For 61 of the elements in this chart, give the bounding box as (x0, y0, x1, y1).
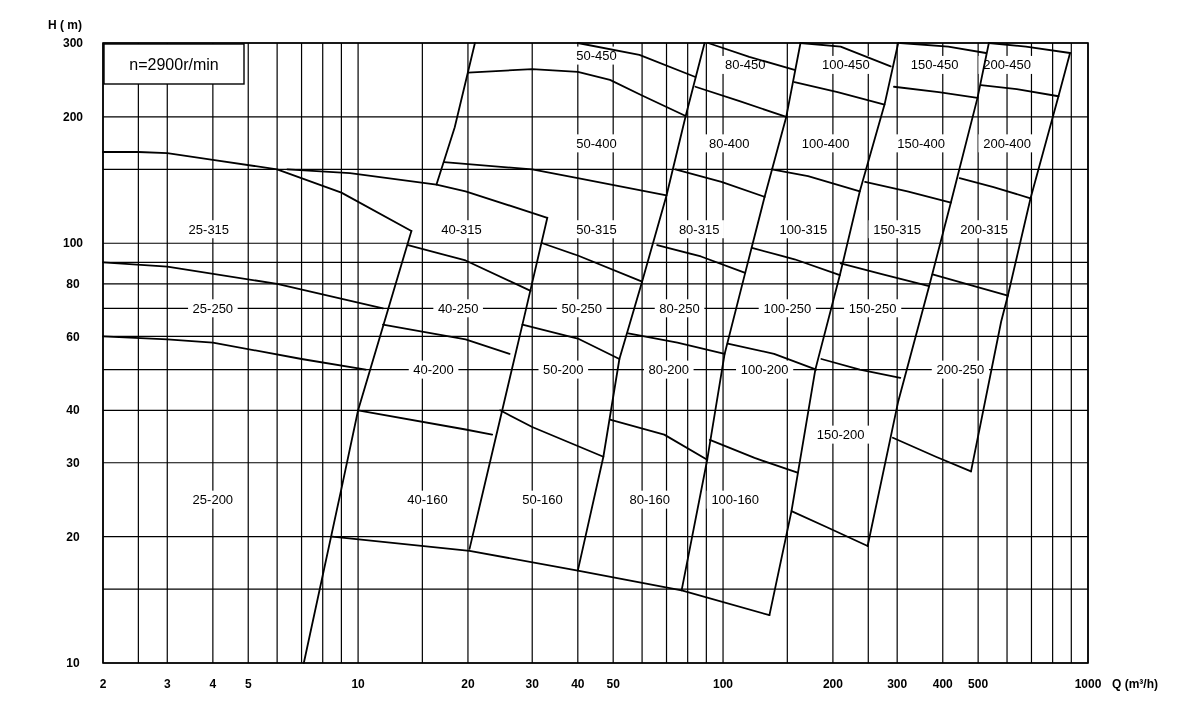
y-tick-label: 100 (62, 236, 84, 251)
annotation: n=2900r/min (129, 55, 219, 73)
x-tick-label: 500 (968, 677, 989, 691)
annotation: 200-450 (983, 57, 1031, 73)
annotation: 50-250 (561, 300, 602, 316)
annotation: 200-250 (936, 362, 985, 378)
annotation: 50-400 (576, 135, 617, 151)
y-tick-label: 60 (66, 329, 80, 344)
y-tick-label: 30 (66, 455, 80, 470)
annotation: 40-250 (437, 300, 479, 316)
annotation: 50-200 (543, 362, 584, 378)
y-axis-title: H ( m) (48, 18, 82, 32)
annotation: 150-400 (897, 135, 946, 151)
annotation: 200-400 (983, 135, 1031, 151)
x-tick-label: 10 (351, 677, 366, 691)
x-tick-label: 400 (932, 677, 954, 691)
annotation: 80-450 (724, 57, 766, 73)
x-tick-label: 3 (163, 677, 171, 691)
annotation: 80-315 (678, 221, 720, 237)
annotation: 150-250 (848, 300, 897, 316)
annotation: 100-450 (821, 57, 870, 73)
annotation: 100-160 (711, 492, 760, 508)
x-tick-label: 20 (461, 677, 475, 691)
x-tick-label: 4 (209, 677, 217, 691)
x-tick-label: 30 (525, 677, 540, 691)
annotation: 150-200 (816, 427, 865, 443)
y-tick-label: 20 (66, 529, 80, 544)
y-tick-label: 80 (66, 277, 80, 292)
x-tick-label: 2 (99, 677, 107, 691)
annotation: 100-250 (763, 300, 812, 316)
x-tick-label: 50 (606, 677, 621, 691)
x-tick-label: 40 (571, 677, 585, 691)
x-axis-title: Q (m³/h) (1112, 677, 1158, 691)
y-tick-label: 200 (62, 110, 84, 125)
x-tick-label: 1000 (1074, 677, 1102, 691)
annotation: 25-250 (192, 300, 234, 316)
x-tick-label: 5 (244, 677, 252, 691)
annotation: 100-400 (801, 135, 850, 151)
y-tick-label: 40 (66, 403, 80, 418)
x-tick-label: 100 (713, 677, 734, 691)
annotation: 100-200 (740, 362, 789, 378)
annotation: 25-200 (192, 492, 234, 508)
annotation: 25-315 (188, 221, 230, 237)
annotation: 100-315 (779, 221, 828, 237)
y-tick-label: 300 (62, 36, 84, 51)
annotation: 40-160 (407, 492, 448, 508)
x-tick-label: 200 (822, 677, 844, 691)
annotation: 80-160 (629, 492, 671, 508)
annotation: 80-200 (648, 362, 689, 378)
annotation: 80-250 (659, 300, 700, 316)
annotation: 40-315 (441, 221, 482, 237)
x-tick-label: 300 (887, 677, 908, 691)
annotation: 200-315 (960, 221, 1008, 237)
annotation: 50-315 (576, 221, 617, 237)
annotation: 80-400 (709, 135, 750, 151)
annotation: 150-450 (910, 57, 959, 73)
annotation: 40-200 (413, 362, 454, 378)
annotation: 150-315 (873, 221, 922, 237)
annotation: 50-450 (576, 48, 617, 64)
annotation: 50-160 (522, 492, 563, 508)
y-tick-label: 10 (66, 656, 80, 671)
